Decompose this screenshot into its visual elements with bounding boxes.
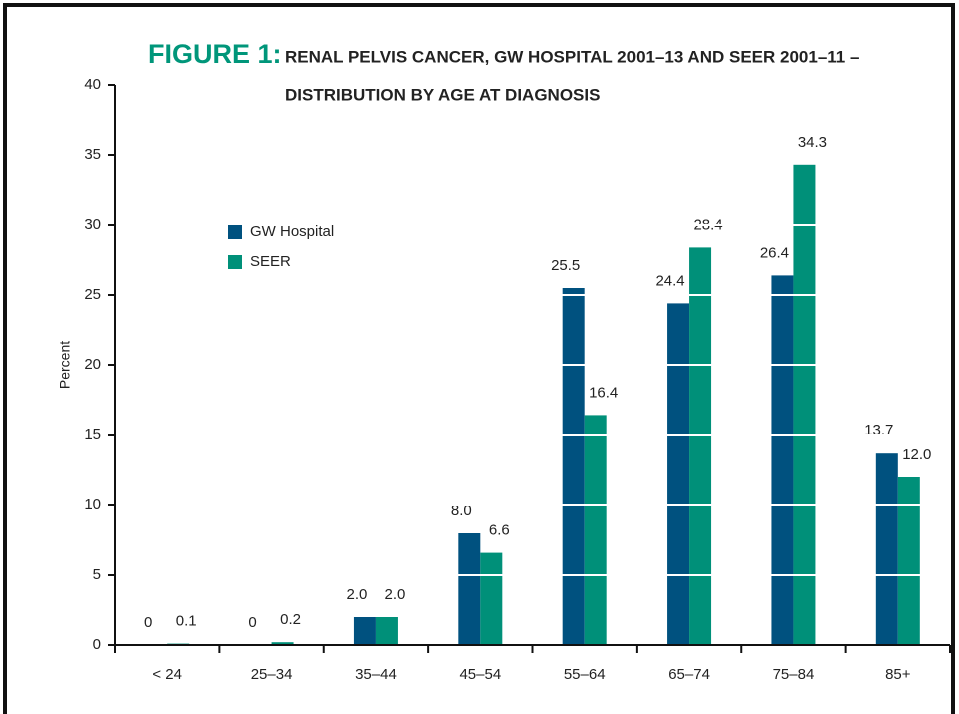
y-tick-label: 5 — [93, 566, 101, 583]
y-tick-label: 30 — [84, 216, 101, 233]
y-tick-label: 15 — [84, 426, 101, 443]
y-tick-label: 20 — [84, 356, 101, 373]
bar — [353, 617, 376, 645]
chart-title: RENAL PELVIS CANCER, GW HOSPITAL 2001–13… — [285, 47, 859, 66]
bar — [375, 617, 398, 645]
y-tick-label: 40 — [84, 76, 101, 93]
x-tick-label: 75–84 — [773, 666, 815, 683]
bar — [875, 453, 898, 645]
value-label: 0.1 — [176, 613, 197, 630]
value-label: 12.0 — [902, 446, 931, 463]
x-tick-label: 25–34 — [251, 666, 293, 683]
value-label: 0 — [248, 614, 256, 631]
bar — [771, 275, 794, 645]
value-label: 16.4 — [589, 384, 618, 401]
y-axis-label: Percent — [57, 341, 73, 389]
x-tick-label: 65–74 — [668, 666, 710, 683]
value-label: 13.7 — [864, 422, 893, 439]
y-tick-label: 25 — [84, 286, 101, 303]
y-tick-label: 35 — [84, 146, 101, 163]
value-label: 8.0 — [451, 502, 472, 519]
y-tick-label: 0 — [93, 636, 101, 653]
value-label: 34.3 — [798, 134, 827, 151]
bar — [897, 477, 920, 645]
frame — [3, 3, 955, 714]
legend-label: GW Hospital — [250, 223, 334, 240]
x-tick-label: < 24 — [152, 666, 182, 683]
y-tick-label: 10 — [84, 496, 101, 513]
chart-subtitle: DISTRIBUTION BY AGE AT DIAGNOSIS — [285, 85, 600, 104]
value-label: 25.5 — [551, 257, 580, 274]
legend-swatch — [228, 225, 242, 239]
legend-label: SEER — [250, 253, 291, 270]
bar — [562, 288, 585, 645]
value-label: 0.2 — [280, 611, 301, 628]
bar — [667, 303, 690, 645]
bar — [689, 247, 712, 645]
bar — [271, 642, 294, 645]
value-label: 6.6 — [489, 522, 510, 539]
title-label: FIGURE 1: — [148, 39, 282, 69]
bar — [584, 415, 607, 645]
value-label: 2.0 — [347, 586, 368, 603]
bar — [480, 552, 503, 645]
value-label: 26.4 — [760, 244, 789, 261]
value-label: 24.4 — [655, 272, 684, 289]
x-tick-label: 45–54 — [459, 666, 501, 683]
x-tick-label: 55–64 — [564, 666, 606, 683]
legend-swatch — [228, 255, 242, 269]
x-tick-label: 35–44 — [355, 666, 397, 683]
bar — [458, 533, 481, 645]
bar — [793, 164, 816, 646]
value-label: 0 — [144, 614, 152, 631]
x-tick-label: 85+ — [885, 666, 911, 683]
value-label: 2.0 — [385, 586, 406, 603]
